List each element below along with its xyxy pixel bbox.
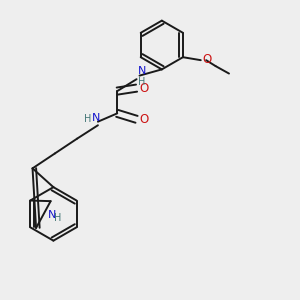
Text: O: O xyxy=(140,82,149,94)
Text: N: N xyxy=(48,210,56,220)
Text: H: H xyxy=(138,76,146,87)
Text: H: H xyxy=(84,114,91,124)
Text: O: O xyxy=(202,53,212,66)
Text: O: O xyxy=(140,113,149,126)
Text: N: N xyxy=(138,66,146,76)
Text: N: N xyxy=(92,113,100,123)
Text: H: H xyxy=(54,213,62,223)
